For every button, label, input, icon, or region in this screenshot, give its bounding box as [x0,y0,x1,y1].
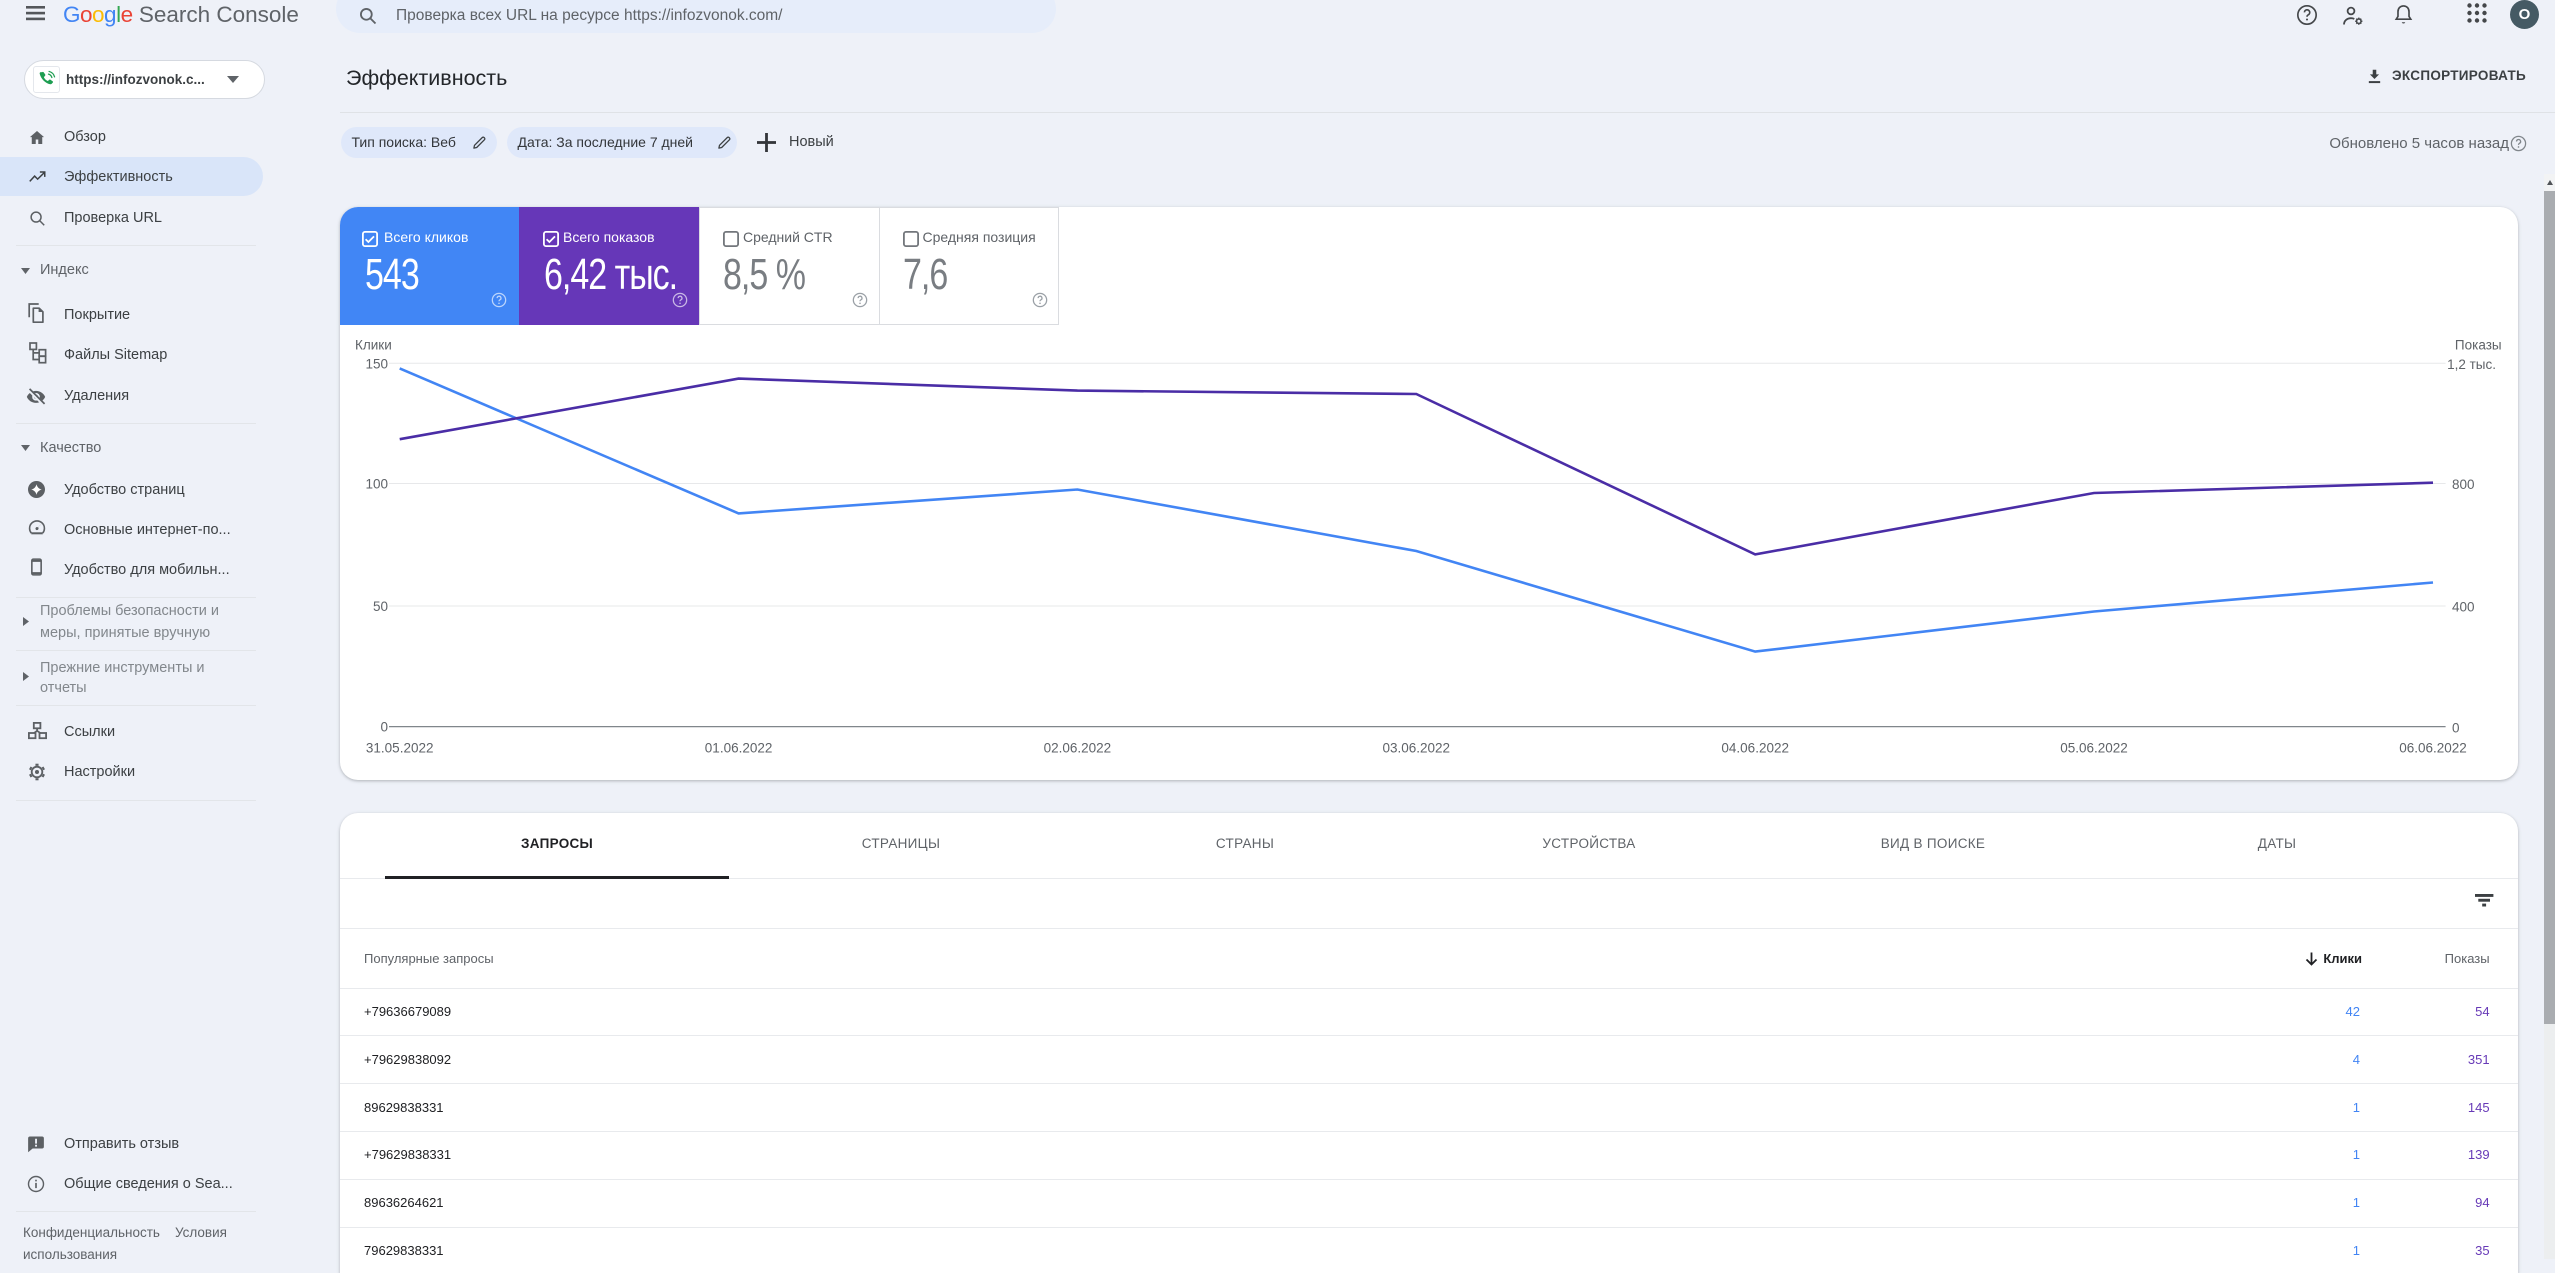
svg-text:150: 150 [365,356,388,371]
svg-text:0: 0 [2452,721,2460,736]
svg-text:100: 100 [365,477,388,492]
svg-text:0: 0 [380,720,388,735]
svg-text:31.05.2022: 31.05.2022 [366,741,434,756]
svg-text:Показы: Показы [2455,338,2502,353]
svg-text:02.06.2022: 02.06.2022 [1044,741,1112,756]
svg-text:800: 800 [2452,477,2475,492]
svg-text:06.06.2022: 06.06.2022 [2399,741,2467,756]
svg-text:1,2 тыс.: 1,2 тыс. [2447,357,2496,372]
svg-text:03.06.2022: 03.06.2022 [1383,741,1451,756]
svg-text:04.06.2022: 04.06.2022 [1721,741,1789,756]
svg-text:Клики: Клики [355,338,392,353]
svg-text:01.06.2022: 01.06.2022 [705,741,773,756]
svg-text:05.06.2022: 05.06.2022 [2060,741,2128,756]
svg-text:400: 400 [2452,600,2475,615]
svg-text:50: 50 [373,599,388,614]
